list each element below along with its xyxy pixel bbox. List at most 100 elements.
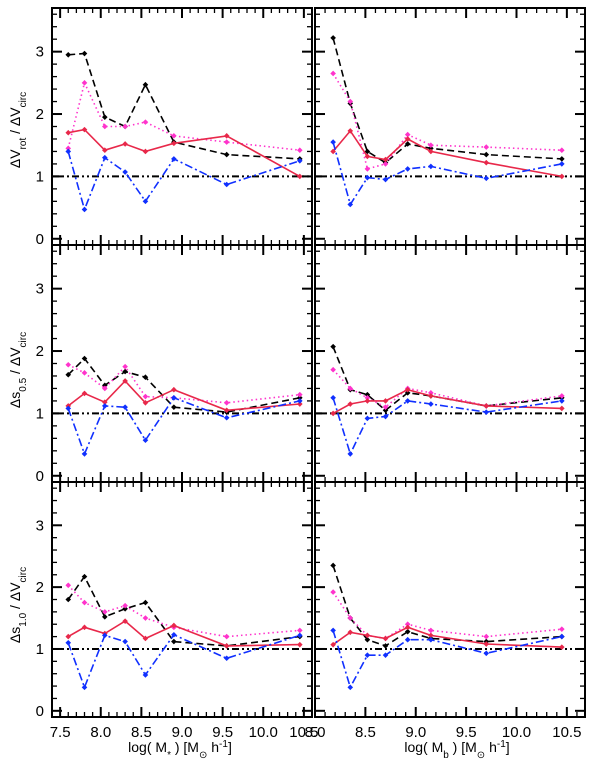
data-point-red (382, 398, 389, 404)
data-point-red (81, 624, 88, 631)
series-line-red (67, 379, 300, 412)
data-point-red (347, 128, 354, 134)
data-point-black (102, 614, 108, 620)
data-point-red (297, 641, 303, 648)
data-point-red (171, 140, 177, 147)
data-point-red (347, 401, 354, 407)
x-tick-label: 8.5 (355, 724, 376, 741)
data-point-black (102, 114, 108, 120)
data-point-black (65, 371, 72, 378)
series-line-magenta (67, 584, 300, 638)
y-tick-label: 3 (36, 517, 44, 534)
data-point-red (171, 622, 177, 629)
ylabel-row-1: ΔVrot / ΔVcirc (7, 92, 29, 168)
data-point-blue (297, 398, 303, 404)
data-point-blue (347, 451, 354, 457)
data-point-black (330, 343, 336, 350)
series-line-red (332, 129, 562, 178)
data-point-black (364, 391, 371, 398)
panel-6: 8.0 8.5 9.0 9.5 10.0 10.5 (305, 481, 586, 741)
data-point-blue (347, 684, 354, 691)
panel-frame (314, 7, 586, 246)
data-point-red (382, 156, 389, 163)
series-line-blue (332, 141, 562, 207)
y-tick-label: 1 (36, 168, 44, 185)
series-line-black (332, 565, 562, 647)
data-point-red (102, 147, 108, 153)
data-point-magenta (223, 399, 230, 406)
data-point-black (142, 374, 149, 381)
data-point-red (404, 386, 411, 393)
data-point-magenta (65, 145, 72, 152)
data-point-blue (171, 156, 177, 162)
data-point-red (404, 136, 411, 142)
data-point-blue (142, 437, 149, 444)
series-line-blue (332, 630, 562, 690)
x-tick-label: 10.0 (502, 724, 531, 741)
data-point-blue (428, 636, 434, 643)
data-point-magenta (122, 602, 128, 609)
data-point-black (364, 148, 371, 155)
data-point-blue (81, 451, 88, 457)
data-point-blue (559, 398, 565, 404)
data-point-magenta (81, 599, 88, 606)
data-point-black (81, 355, 88, 362)
data-point-blue (65, 405, 72, 412)
data-point-blue (65, 148, 72, 155)
data-point-magenta (65, 582, 72, 589)
panel-1: 0 1 2 3 (36, 7, 313, 248)
data-point-black (404, 141, 411, 147)
data-point-red (559, 405, 565, 412)
data-point-red (171, 386, 177, 393)
panel-frame (51, 481, 313, 718)
data-point-magenta (330, 589, 336, 595)
data-point-magenta (559, 393, 565, 399)
data-point-magenta (483, 633, 490, 640)
data-point-red (297, 173, 303, 180)
data-point-magenta (122, 123, 128, 130)
data-point-red (483, 403, 490, 409)
panel-frame (51, 7, 313, 246)
series-line-red (332, 388, 562, 415)
data-point-magenta (428, 142, 434, 149)
data-point-magenta (297, 391, 303, 398)
panel-4 (314, 244, 586, 483)
y-tick-label: 2 (36, 106, 44, 123)
data-point-blue (122, 638, 128, 645)
data-point-magenta (297, 627, 303, 634)
data-point-black (404, 628, 411, 635)
data-point-red (142, 399, 149, 406)
y-tick-label: 0 (36, 231, 44, 248)
series-line-blue (67, 396, 300, 457)
panel-2 (314, 7, 586, 246)
data-point-red (330, 641, 336, 648)
xlabel-left: log( M* ) [M⊙ h-1] (128, 739, 232, 761)
data-point-magenta (102, 609, 108, 615)
data-point-blue (330, 139, 336, 145)
data-point-red (122, 141, 128, 147)
data-point-red (297, 401, 303, 407)
x-tick-label: 9.0 (405, 724, 426, 741)
data-point-red (102, 399, 108, 405)
data-point-magenta (382, 404, 389, 410)
series-line-red (68, 128, 301, 178)
data-point-blue (142, 198, 149, 205)
data-point-black (404, 390, 411, 396)
data-point-blue (364, 174, 371, 181)
series-line-black (332, 346, 562, 412)
data-point-blue (428, 163, 434, 170)
data-point-red (364, 153, 371, 160)
data-point-magenta (364, 395, 371, 401)
data-point-magenta (171, 133, 177, 139)
data-point-black (483, 151, 490, 158)
x-tick-label: 10.5 (289, 724, 318, 741)
series-line-blue (332, 397, 562, 457)
data-point-black (330, 562, 336, 569)
series-line-black (68, 52, 300, 160)
data-point-magenta (404, 131, 411, 138)
data-point-magenta (559, 626, 565, 632)
data-point-magenta (142, 615, 149, 621)
data-point-blue (102, 154, 108, 161)
data-point-magenta (330, 366, 336, 373)
data-point-blue (102, 632, 108, 639)
